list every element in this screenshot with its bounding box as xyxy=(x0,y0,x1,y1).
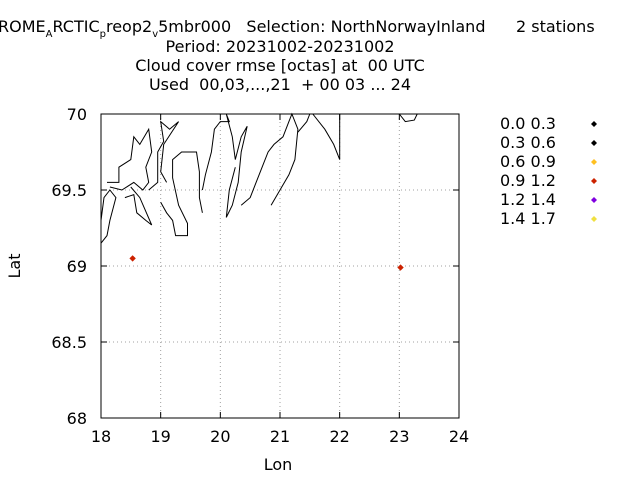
station-point xyxy=(129,255,136,262)
coastline-segment xyxy=(240,112,299,206)
coastline-segment xyxy=(312,113,341,160)
grid xyxy=(101,114,459,418)
coastline-segment xyxy=(100,189,117,244)
y-tick-label: 69.5 xyxy=(51,181,87,200)
legend-label: 1.2 1.4 xyxy=(500,190,556,209)
x-tick-label: 20 xyxy=(210,427,230,446)
x-tick-label: 23 xyxy=(389,427,409,446)
y-tick-label: 69 xyxy=(67,257,87,276)
coastline-segment xyxy=(124,186,153,226)
legend-marker xyxy=(591,178,597,184)
y-axis-label: Lat xyxy=(5,254,24,279)
chart-title-line1: ROMEARCTICpreop2v5mbr000 Selection: Nort… xyxy=(0,17,595,40)
chart-title-line2: Period: 20231002-20231002 xyxy=(165,37,394,56)
y-tick-label: 70 xyxy=(67,105,87,124)
legend-marker xyxy=(591,121,597,127)
legend: 0.0 0.30.3 0.60.6 0.90.9 1.21.2 1.41.4 1… xyxy=(500,114,597,228)
x-axis-label: Lon xyxy=(264,455,293,474)
station-point xyxy=(397,264,404,271)
legend-label: 0.9 1.2 xyxy=(500,171,556,190)
coastline-segment xyxy=(398,113,418,123)
coastline-segment xyxy=(107,127,153,191)
coastline-segment xyxy=(201,113,248,218)
legend-label: 0.0 0.3 xyxy=(500,114,556,133)
legend-label: 0.6 0.9 xyxy=(500,152,556,171)
coastline-segment xyxy=(297,113,311,133)
y-tick-labels: 68 68.5 69 69.5 70 xyxy=(51,105,87,428)
x-tick-label: 21 xyxy=(270,427,290,446)
y-tick-label: 68 xyxy=(67,409,87,428)
coastline-segment xyxy=(148,120,180,191)
legend-label: 1.4 1.7 xyxy=(500,209,556,228)
legend-marker xyxy=(591,140,597,146)
x-tick-label: 24 xyxy=(449,427,469,446)
coastline xyxy=(100,112,418,244)
chart-title-line3: Cloud cover rmse [octas] at 00 UTC xyxy=(135,56,424,75)
legend-marker xyxy=(591,159,597,165)
legend-marker xyxy=(591,197,597,203)
x-tick-label: 18 xyxy=(91,427,111,446)
axis-ticks xyxy=(100,113,460,419)
coastline-segment xyxy=(160,151,203,237)
y-tick-label: 68.5 xyxy=(51,333,87,352)
legend-label: 0.3 0.6 xyxy=(500,133,556,152)
x-tick-label: 22 xyxy=(329,427,349,446)
data-points xyxy=(129,255,404,271)
legend-marker xyxy=(591,216,597,222)
x-tick-labels: 18 19 20 21 22 23 24 xyxy=(91,427,469,446)
chart-title-line4: Used 00,03,...,21 + 00 03 ... 24 xyxy=(149,75,411,94)
x-tick-label: 19 xyxy=(150,427,170,446)
